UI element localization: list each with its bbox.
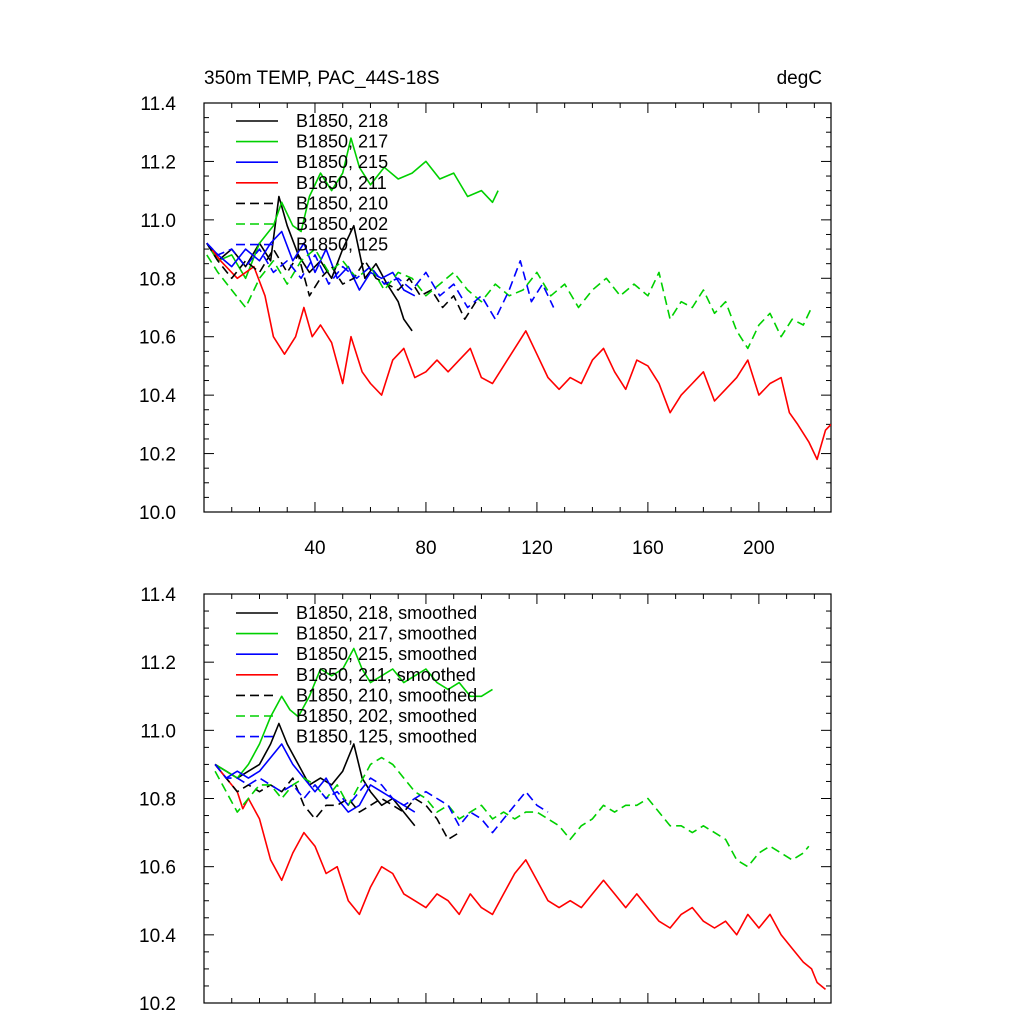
y-tick-label: 10.8 <box>139 269 176 290</box>
series-line <box>214 763 549 834</box>
legend-label: B1850, 215 <box>296 152 388 172</box>
chart-title: 350m TEMP, PAC_44S-18S <box>204 68 440 89</box>
series-line <box>206 230 416 297</box>
y-tick-label: 11.4 <box>140 94 176 115</box>
legend-label: B1850, 211, smoothed <box>296 665 476 685</box>
legend-label: B1850, 217 <box>296 132 388 152</box>
y-tick-label: 11.4 <box>140 585 176 606</box>
series-line <box>206 242 555 320</box>
y-tick-label: 11.2 <box>140 152 176 173</box>
y-tick-label: 10.2 <box>139 994 176 1015</box>
series-line <box>206 137 499 280</box>
y-tick-label: 10.6 <box>139 858 176 879</box>
legend-label: B1850, 125 <box>296 235 388 255</box>
y-tick-label: 10.4 <box>139 926 176 947</box>
top-panel: 350m TEMP, PAC_44S-18S degC 10.0 10.2 10.4… <box>139 68 832 559</box>
y-tick-label: 10.8 <box>139 790 176 811</box>
y-tick-label: 11.2 <box>140 653 176 674</box>
legend-label: B1850, 211 <box>296 173 387 193</box>
x-tick-label: 160 <box>632 538 664 559</box>
series-line <box>214 647 493 779</box>
series-line <box>214 743 416 813</box>
series-line <box>214 763 827 991</box>
series-line <box>214 756 810 868</box>
series-line <box>206 248 813 350</box>
legend-label: B1850, 217, smoothed <box>296 624 477 644</box>
x-tick-label: 120 <box>521 538 553 559</box>
series-line <box>214 722 416 827</box>
units-label: degC <box>777 68 822 89</box>
x-tick-label: 80 <box>415 538 436 559</box>
y-tick-label: 10.0 <box>139 503 176 524</box>
legend-label: B1850, 125, smoothed <box>296 727 477 747</box>
y-tick-label: 10.4 <box>139 386 176 407</box>
legend-label: B1850, 210 <box>296 193 388 213</box>
x-tick-label: 40 <box>304 538 325 559</box>
legend-label: B1850, 210, smoothed <box>296 685 477 705</box>
legend-label: B1850, 215, smoothed <box>296 644 477 664</box>
legend-label: B1850, 218 <box>296 111 388 131</box>
y-tick-label: 10.2 <box>139 445 176 466</box>
legend-label: B1850, 202 <box>296 214 388 234</box>
legend-label: B1850, 218, smoothed <box>296 603 477 623</box>
y-tick-label: 11.0 <box>140 211 176 232</box>
bottom-panel: 10.2 10.4 10.6 10.8 11.0 11.2 11.4 B1850, 218, … <box>139 585 832 1015</box>
legend-label: B1850, 202, smoothed <box>296 706 477 726</box>
series-line <box>206 242 831 461</box>
y-tick-label: 11.0 <box>140 721 176 742</box>
x-tick-label: 200 <box>743 538 775 559</box>
y-tick-label: 10.6 <box>139 328 176 349</box>
